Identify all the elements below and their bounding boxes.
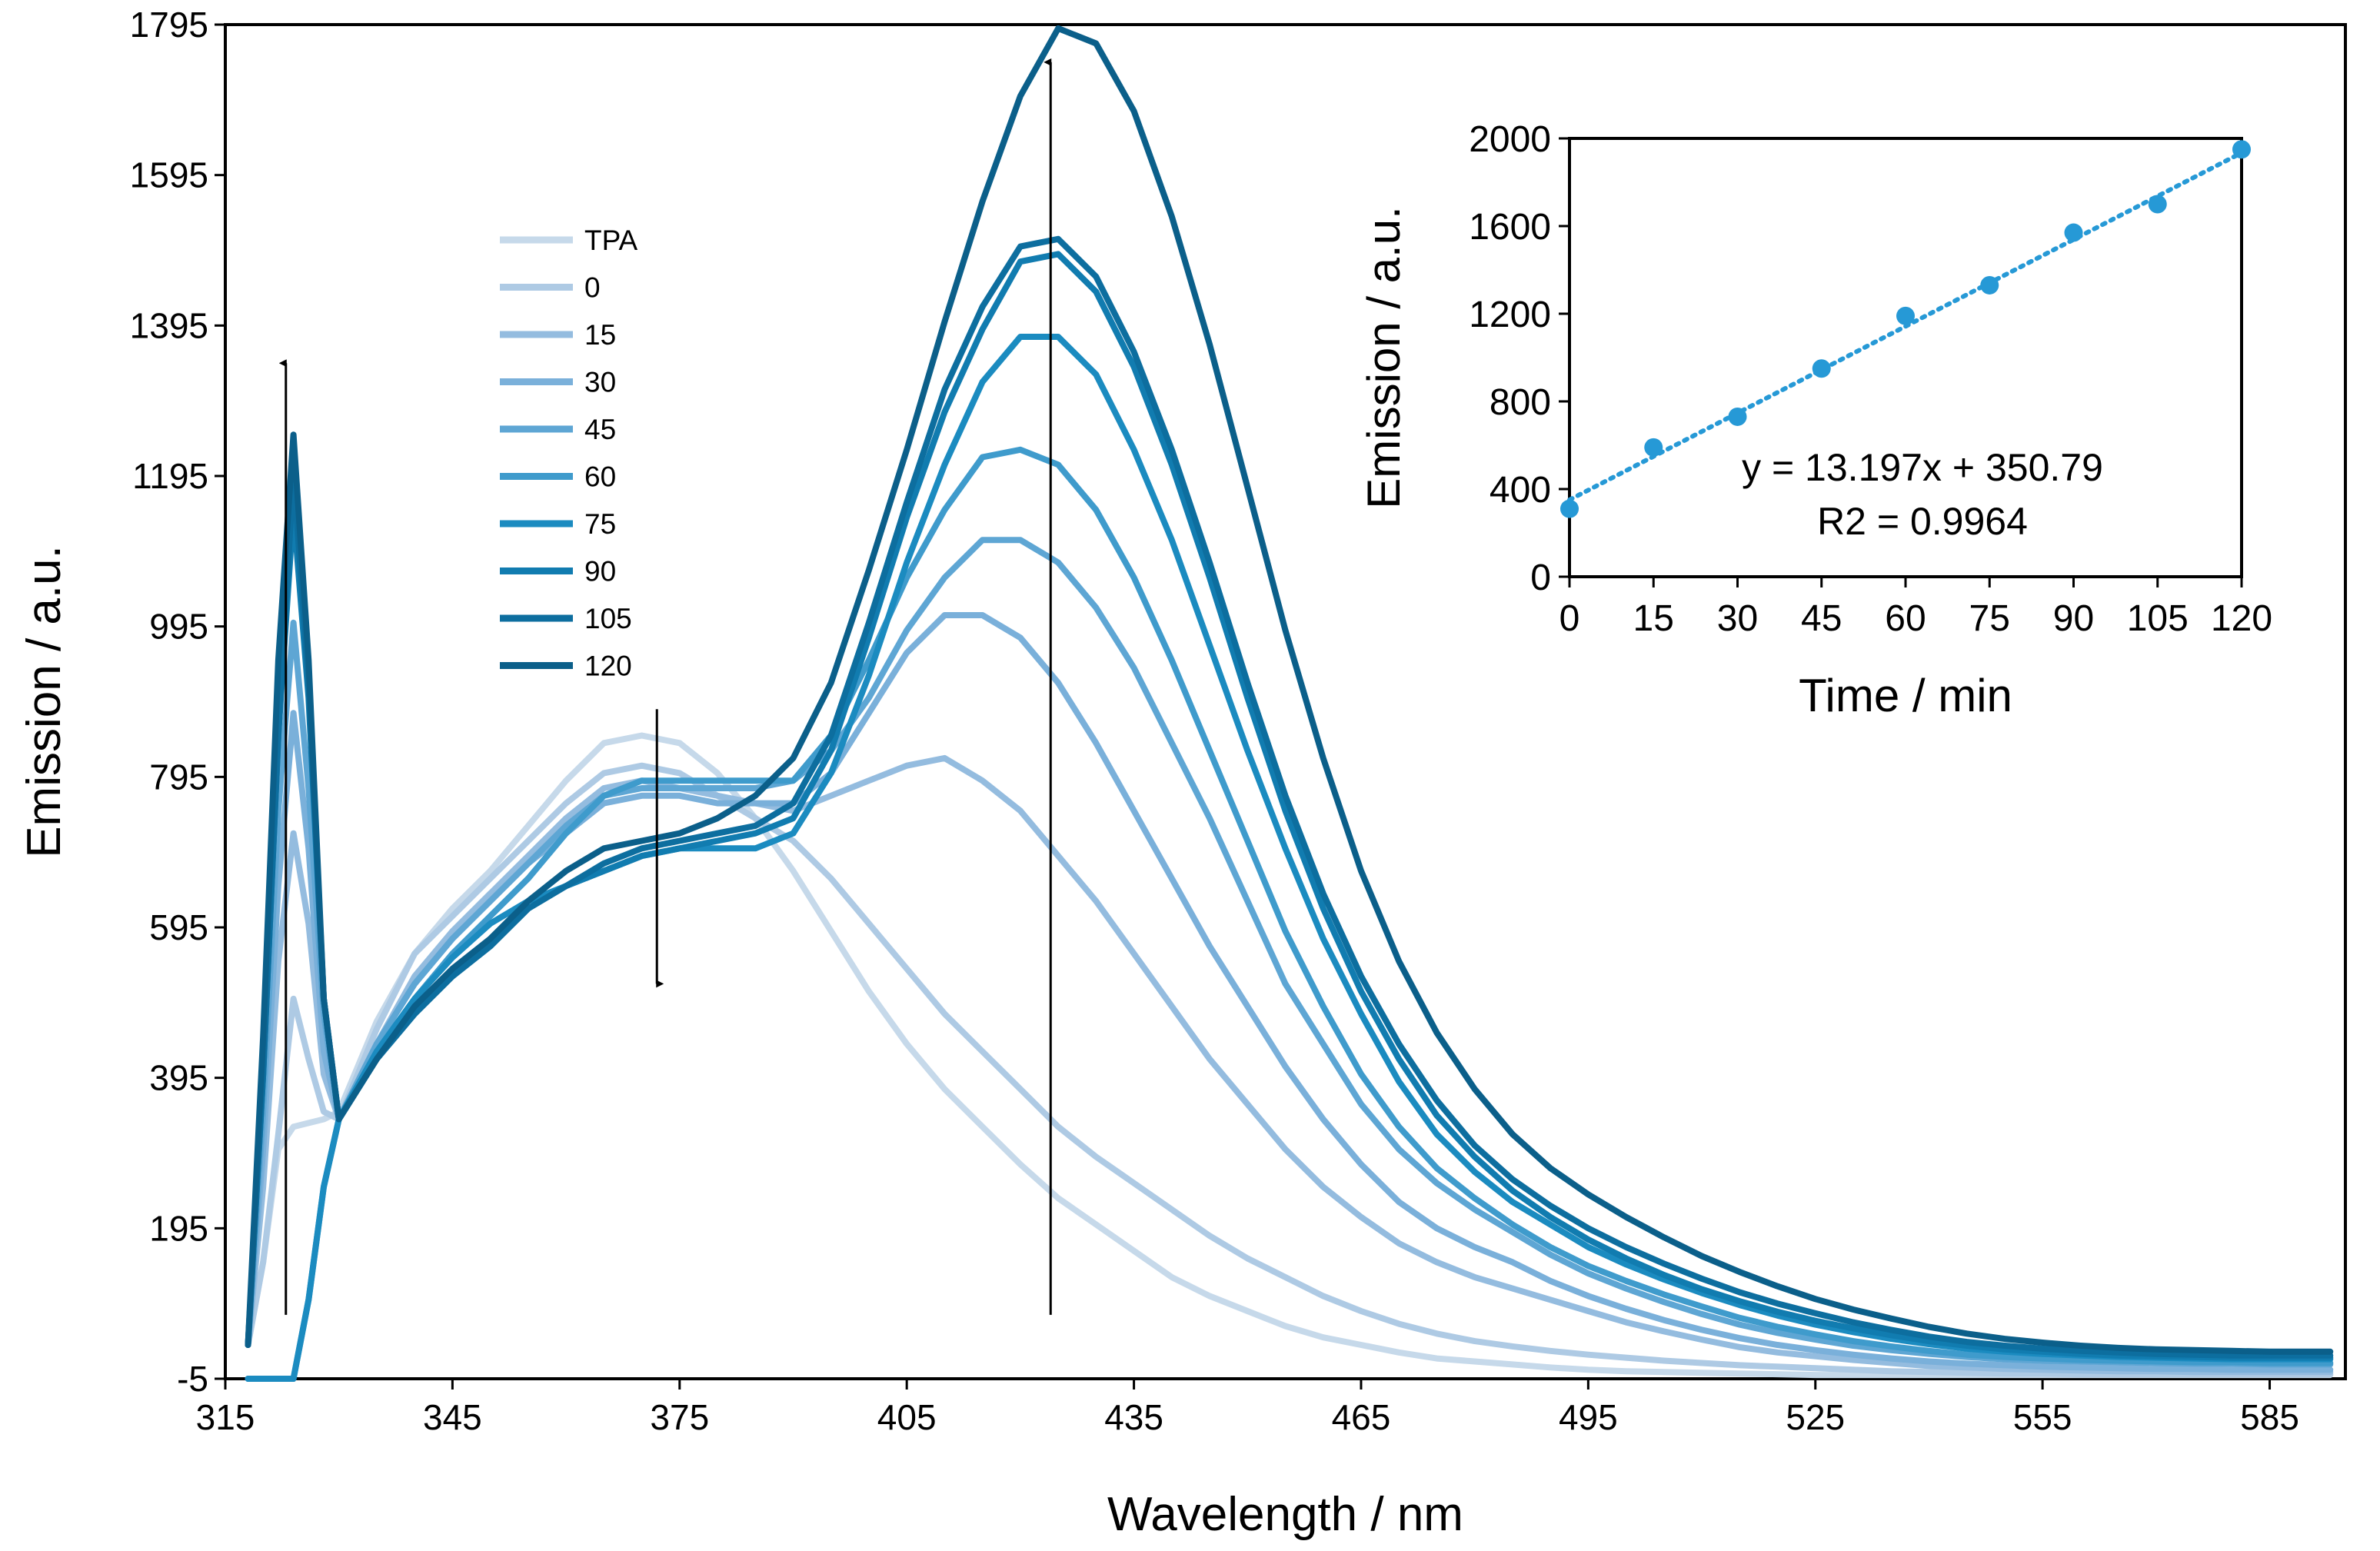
series-line-15 xyxy=(245,754,2334,1376)
legend-label-120: 120 xyxy=(584,651,632,682)
inset-y-tick-label: 400 xyxy=(1490,470,1551,511)
legend-label-90: 90 xyxy=(584,556,616,587)
series-line-0 xyxy=(245,762,2334,1378)
legend-label-0: 0 xyxy=(584,272,601,304)
inset-x-tick-label: 75 xyxy=(1969,598,2010,639)
inset-x-tick-label: 30 xyxy=(1717,598,1758,639)
legend-label-60: 60 xyxy=(584,461,616,493)
inset-data-point xyxy=(1644,438,1663,457)
y-tick-label: 995 xyxy=(149,607,208,647)
x-tick-label: 585 xyxy=(2240,1397,2299,1437)
inset-y-tick-label: 2000 xyxy=(1469,119,1551,160)
inset-data-point xyxy=(2148,195,2167,214)
y-tick-label: -5 xyxy=(177,1359,208,1399)
inset-y-tick-label: 1600 xyxy=(1469,207,1551,248)
inset-r2: R2 = 0.9964 xyxy=(1817,500,2028,543)
legend-label-105: 105 xyxy=(584,603,632,634)
x-tick-label: 435 xyxy=(1104,1397,1163,1437)
x-tick-label: 405 xyxy=(877,1397,937,1437)
inset-equation: y = 13.197x + 350.79 xyxy=(1742,446,2103,489)
legend-label-30: 30 xyxy=(584,367,616,398)
y-tick-label: 1195 xyxy=(132,456,208,496)
inset-y-axis-title: Emission / a.u. xyxy=(1358,206,1410,509)
x-tick-label: 555 xyxy=(2013,1397,2072,1437)
y-tick-label: 1395 xyxy=(130,305,208,345)
inset-y-tick-label: 800 xyxy=(1490,382,1551,423)
x-tick-label: 345 xyxy=(423,1397,482,1437)
inset-x-tick-label: 15 xyxy=(1633,598,1674,639)
y-axis-title: Emission / a.u. xyxy=(18,545,71,858)
inset-x-axis-title: Time / min xyxy=(1799,670,2012,721)
x-tick-label: 375 xyxy=(650,1397,709,1437)
inset-data-point xyxy=(1812,359,1831,378)
inset-data-point xyxy=(1560,499,1579,518)
inset-plot: 0 15 30 45 60 75 90 105 1200400800120016002000Ti… xyxy=(1358,119,2272,721)
inset-x-tick-label: 120 xyxy=(2211,598,2272,639)
x-tick-label: 465 xyxy=(1332,1397,1391,1437)
legend-label-75: 75 xyxy=(584,508,616,540)
inset-data-point xyxy=(2064,223,2083,242)
series-line-105 xyxy=(245,235,2334,1359)
legend-label-45: 45 xyxy=(584,414,616,445)
y-tick-label: 1795 xyxy=(130,5,208,45)
inset-x-tick-label: 0 xyxy=(1559,598,1580,639)
inset-y-tick-label: 1200 xyxy=(1469,295,1551,335)
inset-y-tick-label: 0 xyxy=(1530,557,1551,598)
series-line-120 xyxy=(245,25,2334,1355)
y-tick-label: 1595 xyxy=(130,155,208,195)
inset-trendline xyxy=(1567,150,2244,503)
inset-data-point xyxy=(1980,275,1999,295)
y-tick-label: 595 xyxy=(149,907,208,947)
x-tick-label: 495 xyxy=(1559,1397,1618,1437)
legend-label-15: 15 xyxy=(584,319,616,351)
legend-label-TPA: TPA xyxy=(584,225,638,256)
inset-x-tick-label: 90 xyxy=(2053,598,2094,639)
inset-x-tick-label: 105 xyxy=(2127,598,2189,639)
x-axis-title: Wavelength / nm xyxy=(1107,1488,1463,1541)
inset-x-tick-label: 60 xyxy=(1885,598,1926,639)
inset-data-point xyxy=(2232,140,2251,159)
inset-data-point xyxy=(1896,306,1915,325)
inset-data-point xyxy=(1728,407,1747,426)
series-line-60 xyxy=(245,446,2334,1382)
x-tick-label: 315 xyxy=(196,1397,255,1437)
y-tick-label: 395 xyxy=(149,1058,208,1098)
y-tick-label: 195 xyxy=(149,1208,208,1248)
x-tick-label: 525 xyxy=(1786,1397,1845,1437)
y-tick-label: 795 xyxy=(149,757,208,797)
inset-x-tick-label: 45 xyxy=(1801,598,1842,639)
